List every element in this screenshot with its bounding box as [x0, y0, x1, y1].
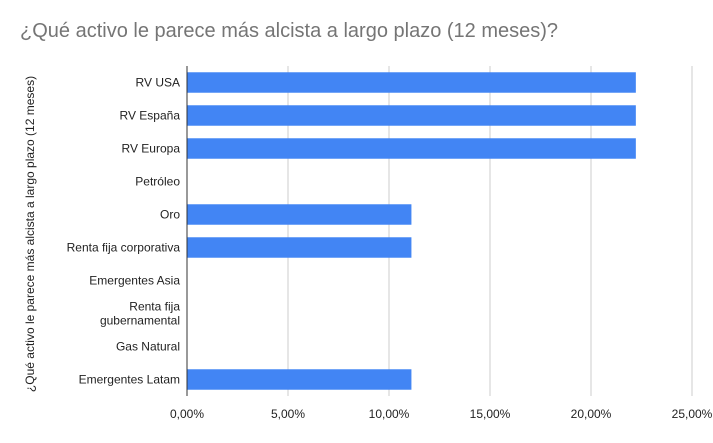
category-labels: RV USA RV España RV Europa Petróleo Oro Renta… — [67, 76, 181, 387]
x-tick-label: 20,00% — [571, 407, 612, 421]
y-axis-title: ¿Qué activo le parece más alcista a larg… — [23, 76, 37, 392]
category-label: Renta fija gubernamental — [100, 300, 180, 328]
category-label: Petróleo — [135, 175, 180, 189]
x-tick-labels: 0,00% 5,00% 10,00% 15,00% 20,00% 25,00% — [170, 407, 713, 421]
bar — [187, 237, 412, 258]
x-tick-label: 0,00% — [170, 407, 204, 421]
category-label: Renta fija corporativa — [67, 241, 181, 255]
bar — [187, 72, 636, 93]
x-tick-label: 5,00% — [271, 407, 305, 421]
category-label: RV España — [120, 109, 181, 123]
bars — [187, 72, 636, 390]
chart-title: ¿Qué activo le parece más alcista a larg… — [20, 20, 559, 42]
x-tick-label: 15,00% — [470, 407, 511, 421]
x-tick-label: 10,00% — [369, 407, 410, 421]
category-label: Oro — [160, 208, 180, 222]
category-label: Emergentes Latam — [79, 373, 180, 387]
category-label: RV USA — [136, 76, 180, 90]
category-label: Emergentes Asia — [89, 274, 180, 288]
category-label: Gas Natural — [116, 340, 180, 354]
x-tick-label: 25,00% — [672, 407, 713, 421]
gridlines — [287, 66, 693, 396]
bar — [187, 369, 412, 390]
category-label: RV Europa — [122, 142, 181, 156]
bar — [187, 204, 412, 225]
bar — [187, 105, 636, 126]
bar — [187, 138, 636, 159]
